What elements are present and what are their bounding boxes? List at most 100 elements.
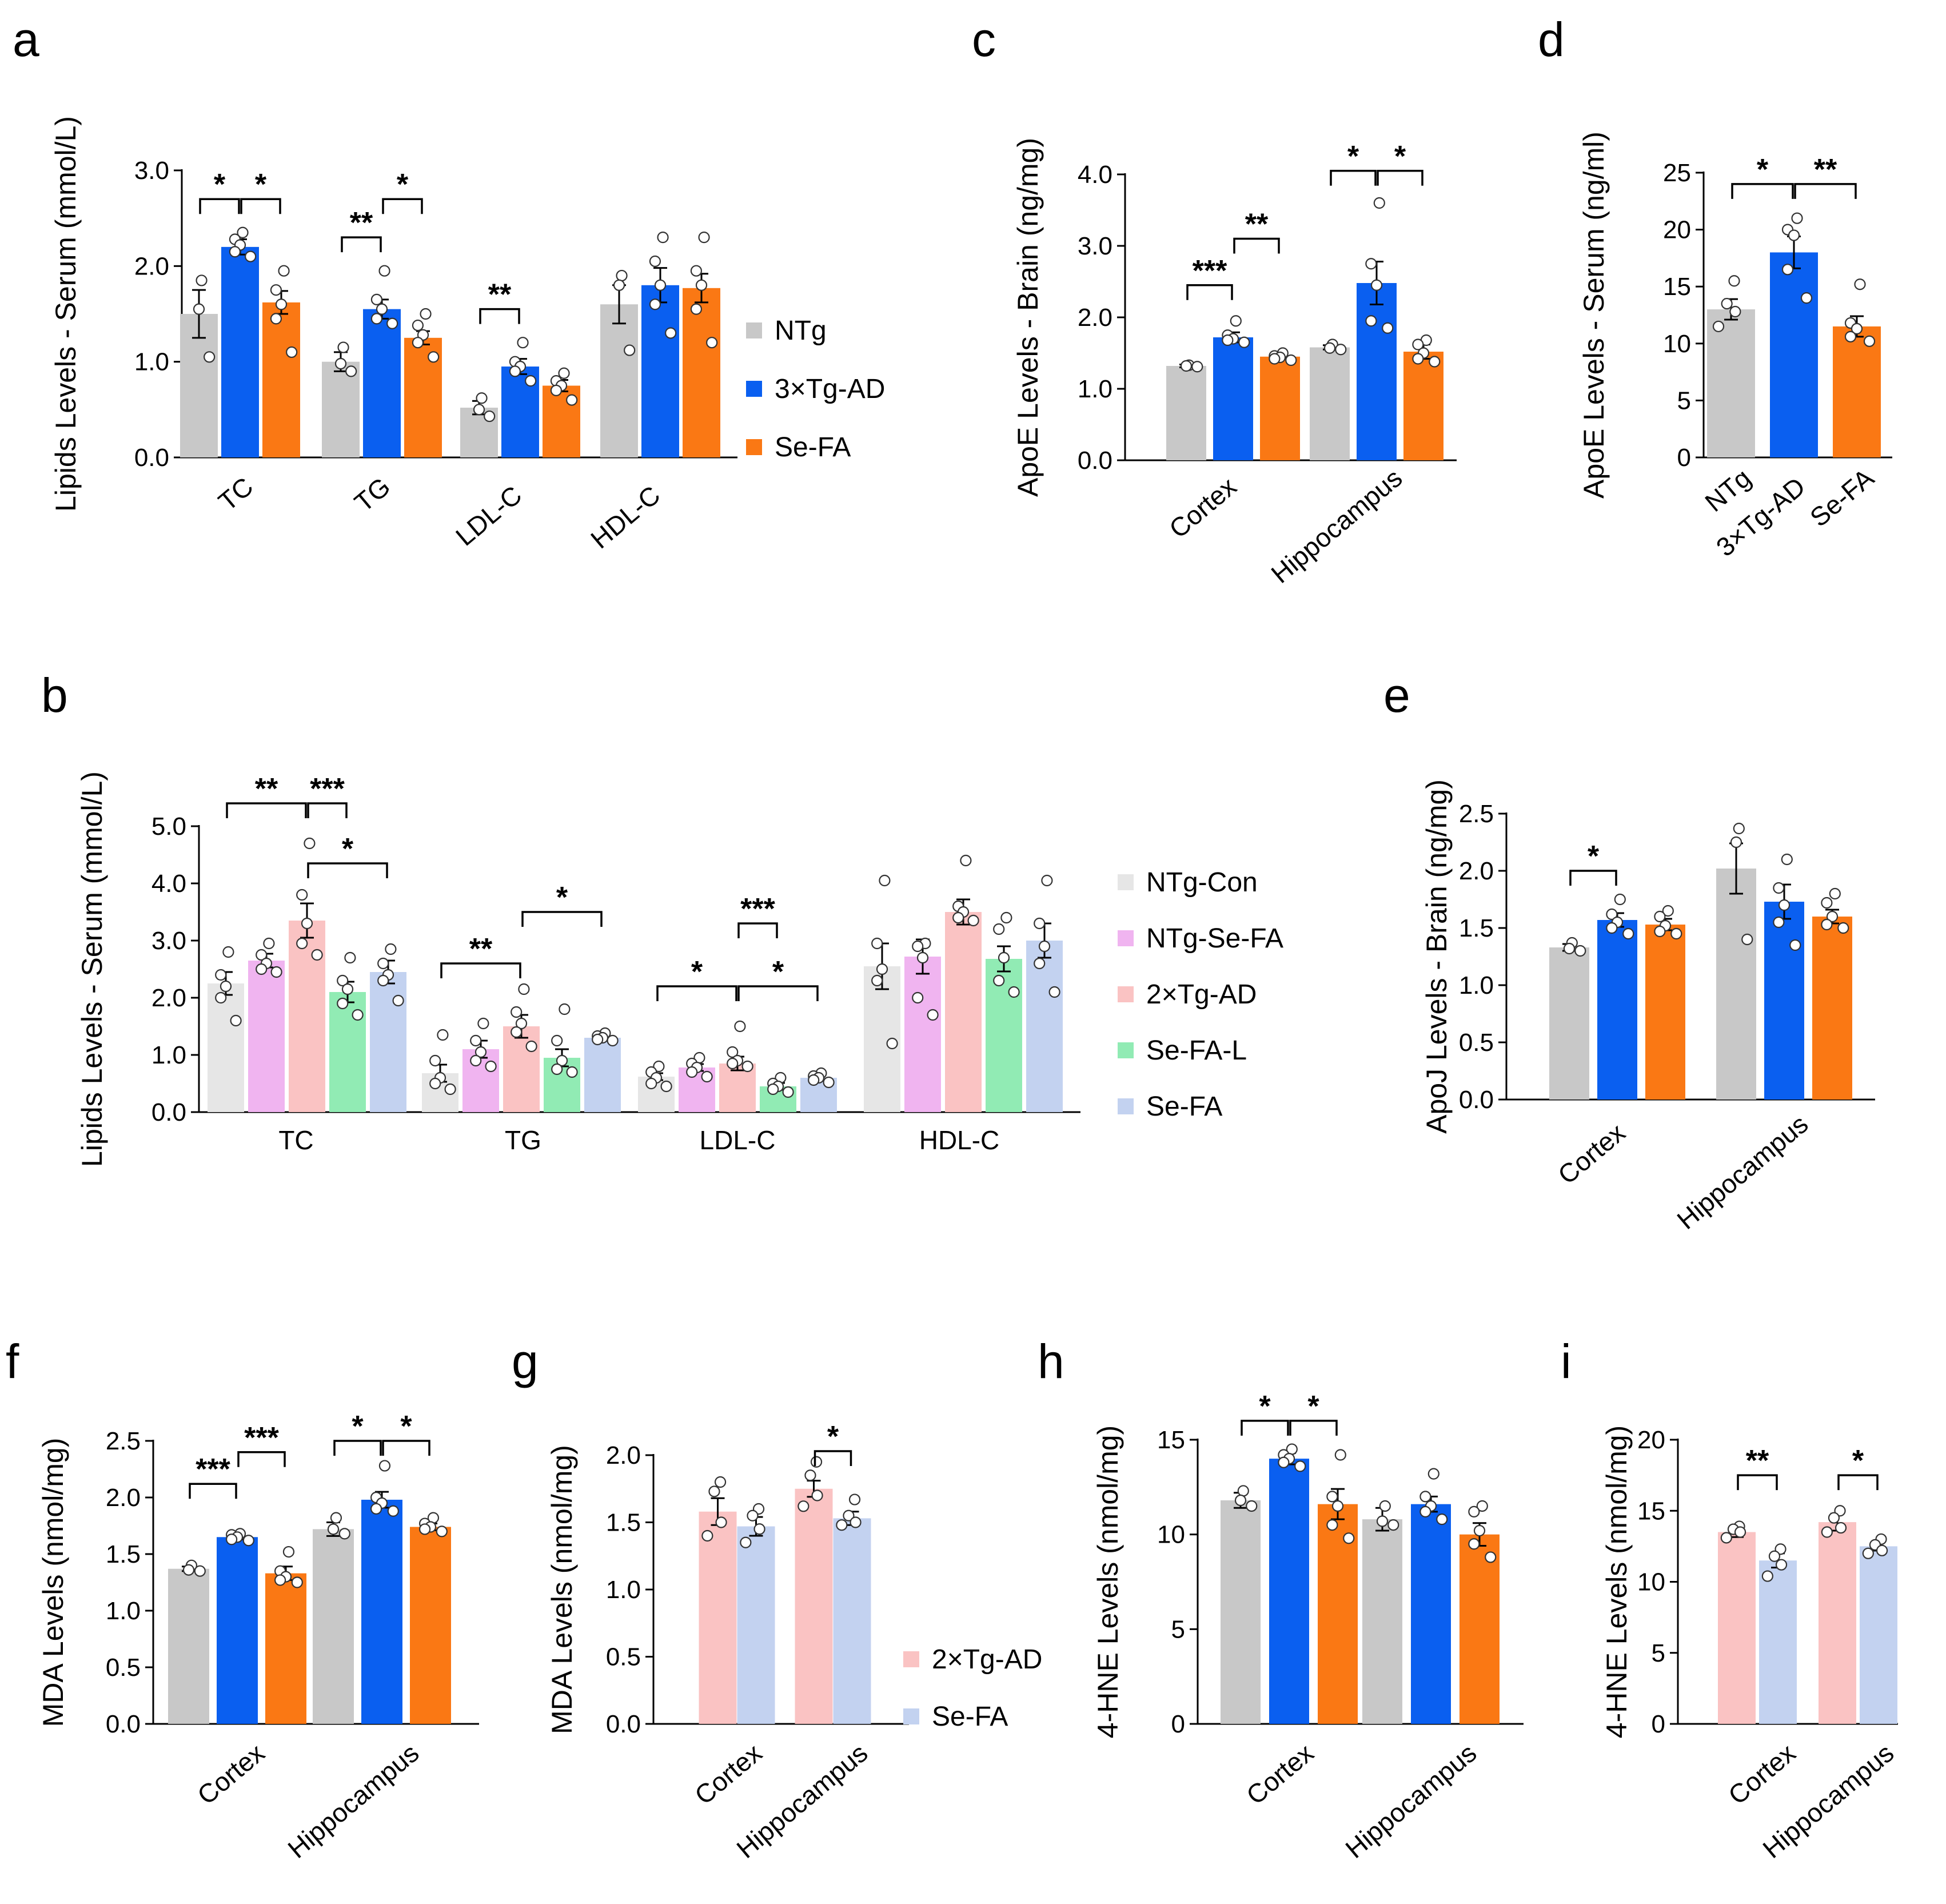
data-point	[286, 346, 298, 359]
data-point	[1781, 264, 1794, 276]
data-point	[1485, 1551, 1497, 1563]
data-point	[665, 327, 677, 339]
data-point	[222, 946, 234, 958]
significance-bracket	[737, 985, 819, 1001]
bar-NTg	[313, 1529, 354, 1724]
data-point	[509, 365, 521, 377]
panel-letter: a	[13, 13, 39, 66]
panel-letter: i	[1561, 1335, 1572, 1388]
data-point	[1294, 1460, 1306, 1472]
y-tick-label: 0.5	[106, 1654, 141, 1682]
data-point	[550, 384, 563, 396]
chart-panel-f: f MDA Levels (nmol/mg) 0.0 0.5 1.0 1.5 2.0 2.5 C…	[6, 1335, 479, 1864]
category-label: Cortex	[1241, 1738, 1319, 1810]
y-tick-label: 1.0	[106, 1597, 141, 1625]
data-point	[850, 1516, 862, 1528]
data-point	[706, 337, 718, 349]
data-point	[1373, 197, 1385, 209]
data-point	[1826, 910, 1839, 923]
y-axis-title: 4-HNE Levels (nmol/mg)	[1601, 1425, 1633, 1738]
data-point	[1365, 315, 1377, 327]
bar-3xTg-AD	[217, 1537, 258, 1724]
y-tick-label: 15	[1637, 1497, 1665, 1525]
y-tick-label: 1.0	[606, 1576, 641, 1604]
data-point	[1237, 1485, 1249, 1497]
data-point	[559, 1003, 571, 1015]
category-label: Se-FA	[1804, 463, 1880, 532]
significance-label: **	[255, 772, 278, 806]
y-tick-label: 3.0	[151, 927, 186, 955]
bar-2xTg-AD	[795, 1488, 833, 1724]
bar-2xTg-AD	[1718, 1532, 1756, 1724]
category-label: TC	[278, 1125, 313, 1155]
data-point	[912, 940, 924, 953]
data-point	[341, 983, 354, 995]
legend-label: 2×Tg-AD	[932, 1644, 1042, 1675]
data-point	[886, 1037, 898, 1050]
data-point	[701, 1529, 713, 1542]
bar-2xTg-AD	[945, 912, 982, 1112]
bar-2xTg-AD	[289, 921, 325, 1112]
data-point	[1606, 908, 1618, 921]
bar-Se-FA	[1833, 326, 1881, 457]
data-point	[1048, 986, 1060, 998]
legend-label: Se-FA	[775, 432, 851, 463]
data-point	[330, 1512, 342, 1524]
significance-bracket	[382, 198, 423, 214]
bar-Se-FA	[1460, 1534, 1500, 1724]
data-point	[1000, 911, 1012, 924]
data-point	[518, 983, 530, 995]
data-point	[848, 1493, 861, 1505]
data-point	[1768, 1550, 1781, 1562]
data-point	[1412, 338, 1424, 350]
data-point	[927, 1009, 939, 1021]
significance-label: ***	[244, 1421, 279, 1455]
category-label: Cortex	[1163, 471, 1242, 544]
significance-label: ***	[1193, 254, 1227, 288]
category-label: Hippocampus	[282, 1738, 425, 1864]
data-point	[767, 1083, 779, 1096]
bar-Se-FA	[265, 1573, 306, 1724]
y-tick-label: 1.5	[606, 1509, 641, 1537]
y-tick-label: 25	[1663, 159, 1691, 187]
data-point	[871, 974, 883, 987]
data-point	[734, 1020, 746, 1033]
significance-bracket	[1377, 170, 1423, 186]
data-point	[1721, 297, 1733, 310]
data-point	[1775, 1559, 1788, 1571]
data-point	[511, 1006, 523, 1018]
significance-bracket	[226, 802, 307, 818]
y-tick-label: 0	[1652, 1710, 1665, 1738]
bar-NTg	[1716, 869, 1756, 1100]
data-point	[698, 232, 710, 244]
data-point	[1614, 893, 1626, 906]
data-point	[1008, 986, 1020, 998]
category-label: Hippocampus	[1266, 463, 1408, 589]
category-label: TG	[349, 471, 396, 517]
data-point	[740, 1536, 752, 1548]
data-point	[1379, 1500, 1391, 1512]
bar-Se-FA-b	[833, 1518, 871, 1724]
data-point	[237, 226, 249, 238]
y-tick-label: 0.5	[606, 1643, 641, 1671]
data-point	[477, 1017, 489, 1030]
significance-label: **	[1245, 208, 1269, 241]
data-point	[1730, 836, 1742, 849]
significance-bracket	[307, 862, 388, 878]
data-point	[1761, 1570, 1773, 1582]
bar-3xTg-AD	[363, 309, 401, 457]
significance-label: *	[1394, 140, 1406, 173]
significance-label: *	[397, 168, 409, 201]
data-point	[370, 293, 383, 306]
data-point	[517, 337, 529, 349]
significance-label: *	[556, 881, 568, 914]
y-tick-label: 3.0	[134, 157, 169, 185]
data-point	[714, 1476, 727, 1488]
data-point	[1331, 1500, 1344, 1512]
legend-label: Se-FA	[1146, 1092, 1222, 1122]
y-tick-label: 0.0	[606, 1710, 641, 1738]
data-point	[412, 337, 424, 349]
data-point	[1387, 1519, 1399, 1531]
data-point	[876, 963, 888, 975]
bar-NTg	[322, 361, 360, 457]
